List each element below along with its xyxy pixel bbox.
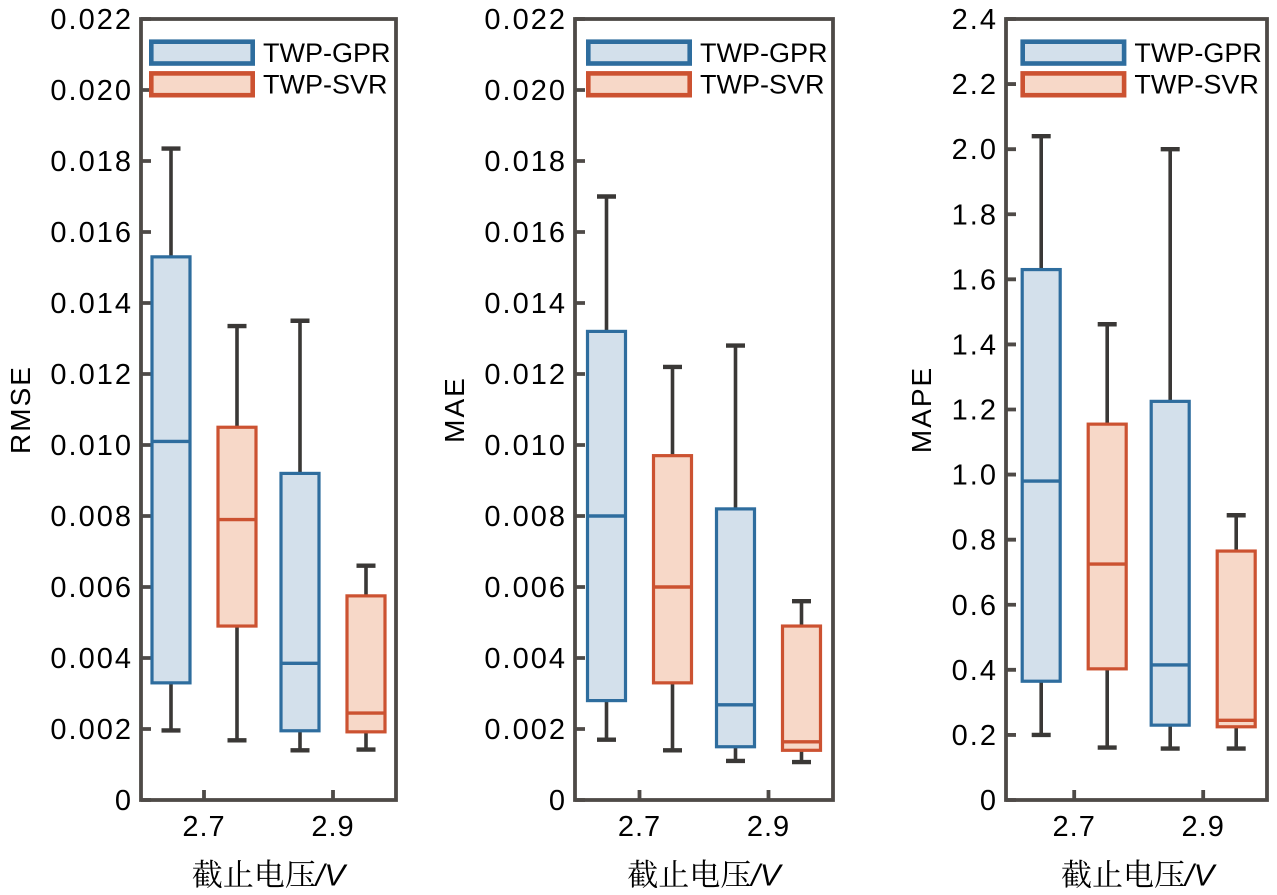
svg-text:0.018: 0.018 bbox=[50, 146, 133, 178]
svg-text:0.002: 0.002 bbox=[50, 714, 133, 746]
svg-text:0.8: 0.8 bbox=[952, 525, 998, 557]
svg-text:0.016: 0.016 bbox=[484, 217, 567, 249]
svg-text:1.6: 1.6 bbox=[952, 264, 998, 296]
svg-text:0.016: 0.016 bbox=[50, 217, 133, 249]
svg-text:0.012: 0.012 bbox=[484, 359, 567, 391]
svg-text:1.4: 1.4 bbox=[952, 329, 998, 361]
svg-text:TWP-SVR: TWP-SVR bbox=[700, 70, 825, 100]
svg-text:0.022: 0.022 bbox=[50, 4, 133, 36]
svg-text:TWP-GPR: TWP-GPR bbox=[263, 38, 391, 68]
svg-text:TWP-SVR: TWP-SVR bbox=[1134, 70, 1259, 100]
svg-text:2.7: 2.7 bbox=[1053, 811, 1096, 843]
svg-text:2.7: 2.7 bbox=[182, 811, 225, 843]
svg-text:0.020: 0.020 bbox=[50, 75, 133, 107]
svg-text:MAE: MAE bbox=[439, 376, 470, 443]
svg-text:RMSE: RMSE bbox=[5, 365, 36, 454]
svg-text:/V: /V bbox=[749, 858, 784, 893]
svg-text:0.018: 0.018 bbox=[484, 146, 567, 178]
svg-text:2.2: 2.2 bbox=[952, 69, 998, 101]
svg-text:TWP-SVR: TWP-SVR bbox=[263, 70, 388, 100]
svg-text:1.8: 1.8 bbox=[952, 199, 998, 231]
svg-text:2.4: 2.4 bbox=[952, 4, 998, 36]
svg-text:0.022: 0.022 bbox=[484, 4, 567, 36]
svg-text:/V: /V bbox=[1183, 858, 1218, 893]
svg-text:0: 0 bbox=[549, 785, 567, 817]
svg-text:2.9: 2.9 bbox=[1182, 811, 1225, 843]
svg-text:0.020: 0.020 bbox=[484, 75, 567, 107]
svg-text:0.014: 0.014 bbox=[484, 288, 567, 320]
svg-text:0.6: 0.6 bbox=[952, 590, 998, 622]
svg-text:0.014: 0.014 bbox=[50, 288, 133, 320]
svg-text:TWP-GPR: TWP-GPR bbox=[700, 38, 828, 68]
svg-text:1.2: 1.2 bbox=[952, 395, 998, 427]
svg-text:0.006: 0.006 bbox=[50, 572, 133, 604]
svg-text:1.0: 1.0 bbox=[952, 460, 998, 492]
svg-text:0.010: 0.010 bbox=[484, 430, 567, 462]
svg-text:/V: /V bbox=[314, 858, 349, 893]
svg-text:2.9: 2.9 bbox=[747, 811, 790, 843]
svg-text:0: 0 bbox=[980, 785, 998, 817]
svg-text:MAPE: MAPE bbox=[906, 366, 937, 453]
svg-text:0.012: 0.012 bbox=[50, 359, 133, 391]
svg-text:0.008: 0.008 bbox=[484, 501, 567, 533]
svg-text:0.004: 0.004 bbox=[50, 643, 133, 675]
svg-text:0.2: 0.2 bbox=[952, 720, 998, 752]
svg-text:0.008: 0.008 bbox=[50, 501, 133, 533]
svg-text:0.010: 0.010 bbox=[50, 430, 133, 462]
svg-text:0: 0 bbox=[115, 785, 133, 817]
svg-text:0.002: 0.002 bbox=[484, 714, 567, 746]
svg-text:2.9: 2.9 bbox=[311, 811, 354, 843]
svg-text:2.7: 2.7 bbox=[618, 811, 661, 843]
svg-text:0.4: 0.4 bbox=[952, 655, 998, 687]
svg-text:2.0: 2.0 bbox=[952, 134, 998, 166]
svg-text:0.004: 0.004 bbox=[484, 643, 567, 675]
svg-text:0.006: 0.006 bbox=[484, 572, 567, 604]
svg-text:TWP-GPR: TWP-GPR bbox=[1134, 38, 1262, 68]
